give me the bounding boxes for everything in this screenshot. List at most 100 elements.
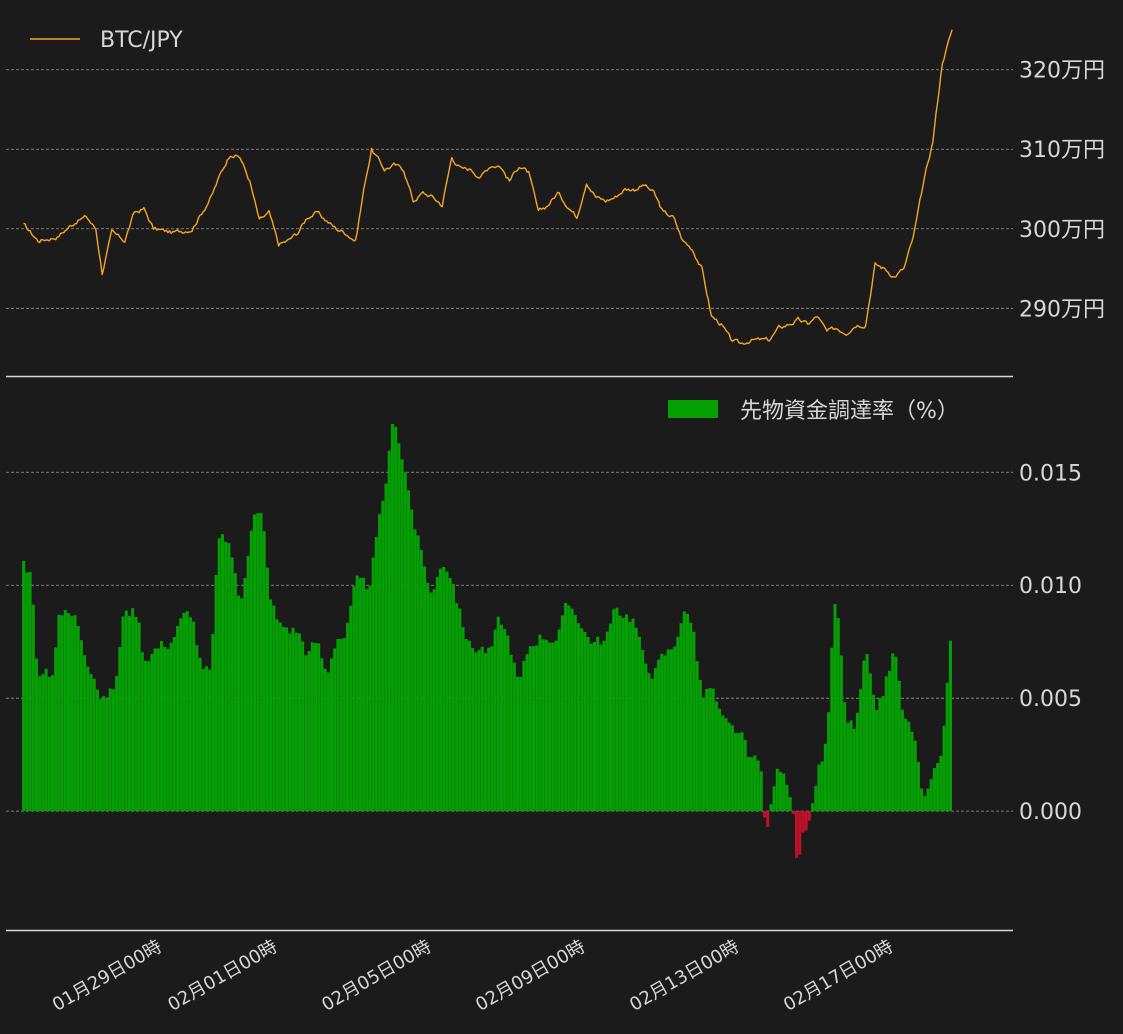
funding-rate-bar: [108, 688, 112, 812]
funding-rate-bar: [461, 627, 465, 812]
funding-rate-panel: 0.000 0.005 0.010 0.015 先物資金調達率（%）: [6, 399, 1082, 858]
funding-rate-bar: [236, 595, 241, 812]
funding-rate-bar: [387, 450, 391, 812]
funding-rate-bar: [288, 633, 292, 812]
funding-rate-bar: [230, 557, 234, 812]
funding-rate-bar: [778, 771, 783, 812]
funding-rate-bar: [67, 613, 71, 812]
funding-rate-bar: [111, 689, 115, 812]
funding-rate-bar: [525, 654, 529, 812]
funding-rate-bar: [127, 616, 131, 812]
funding-rate-bar: [185, 611, 189, 812]
funding-rate-bar: [791, 811, 795, 814]
funding-rate-bar: [673, 646, 677, 812]
funding-rate-bar: [233, 573, 237, 812]
funding-rate-bar: [557, 629, 561, 812]
funding-rate-bar: [823, 743, 827, 812]
funding-rate-bar: [942, 725, 946, 812]
funding-rate-bar: [464, 639, 468, 812]
funding-rate-bar: [378, 514, 382, 812]
funding-rate-bar: [753, 755, 757, 812]
funding-rate-bar: [888, 670, 892, 812]
funding-rate-bar: [477, 650, 481, 812]
funding-rate-bar: [766, 811, 770, 827]
funding-rate-bar: [756, 760, 760, 812]
funding-rate-bar: [875, 710, 879, 812]
funding-rate-bar: [22, 560, 26, 812]
funding-rate-bar: [294, 632, 298, 812]
funding-rate-bar: [406, 490, 411, 812]
funding-rate-bar: [817, 764, 821, 812]
funding-rate-bar: [137, 622, 141, 812]
funding-rate-bar: [73, 615, 77, 812]
funding-rate-bar: [644, 663, 648, 812]
funding-rate-bar: [134, 616, 138, 812]
funding-rate-bar: [445, 571, 449, 812]
funding-rate-bar: [124, 610, 128, 812]
funding-rate-bar: [679, 623, 683, 812]
funding-rate-bar: [538, 634, 542, 812]
funding-rate-bar: [439, 568, 443, 812]
funding-rate-bar: [256, 513, 260, 812]
funding-rate-bar: [150, 653, 154, 812]
funding-rate-bar: [570, 608, 574, 812]
funding-rate-bar: [541, 639, 545, 812]
funding-rate-bar: [76, 625, 80, 812]
x-tick-label: 02月13日00時: [626, 936, 743, 1016]
funding-rate-bar: [916, 762, 920, 812]
funding-rate-bar: [692, 631, 696, 812]
funding-rate-bar: [496, 616, 500, 812]
funding-rate-bar: [913, 740, 917, 812]
funding-rate-bar: [432, 589, 436, 812]
funding-rate-bar: [262, 531, 266, 812]
funding-rate-bar: [920, 788, 924, 812]
funding-rate-bar: [657, 659, 661, 812]
funding-rate-bar: [849, 720, 853, 812]
funding-rate-bar: [426, 582, 430, 812]
funding-rate-bar: [259, 512, 263, 812]
funding-rate-bar: [371, 557, 375, 812]
funding-rate-bar: [871, 694, 876, 812]
funding-rate-bar: [891, 653, 895, 812]
funding-rate-bar: [628, 622, 632, 812]
funding-rate-bar: [458, 608, 462, 812]
funding-rate-bar: [198, 657, 202, 812]
funding-rate-bar: [272, 605, 276, 812]
funding-rate-bar: [70, 616, 74, 812]
funding-rate-bar: [317, 643, 321, 812]
funding-rate-bar: [647, 673, 651, 812]
funding-rate-bars: [22, 423, 952, 858]
funding-rate-bar: [567, 605, 571, 812]
funding-rate-bar: [804, 811, 808, 831]
funding-rate-bar: [573, 614, 577, 812]
funding-rate-bar: [795, 811, 799, 858]
funding-rate-bar: [788, 797, 792, 812]
funding-rate-bar: [807, 811, 811, 821]
funding-rate-bar: [99, 699, 103, 812]
funding-rate-bar: [60, 615, 64, 812]
funding-rate-bar: [188, 617, 192, 812]
funding-rate-bar: [57, 614, 61, 812]
funding-rate-bar: [785, 784, 789, 812]
funding-rate-bar: [544, 639, 548, 812]
funding-rate-bar: [580, 628, 584, 812]
funding-rate-bar: [618, 615, 622, 812]
funding-rate-bar: [95, 689, 99, 812]
funding-rate-bar: [172, 636, 176, 812]
funding-rate-bar: [240, 598, 244, 812]
funding-rate-bar: [362, 577, 366, 812]
funding-rate-bar: [910, 731, 914, 812]
funding-rate-bar: [609, 623, 613, 812]
funding-rate-bar: [365, 589, 369, 812]
funding-rate-bar: [86, 666, 90, 812]
funding-rate-bar: [599, 644, 603, 812]
funding-rate-bar: [384, 483, 388, 812]
funding-rate-bar: [143, 660, 148, 812]
funding-rate-bar: [333, 648, 337, 812]
funding-rate-bar: [339, 638, 343, 812]
funding-rate-bar: [721, 715, 725, 812]
funding-rate-y-tick-label: 0.005: [1019, 687, 1082, 712]
funding-rate-bar: [326, 672, 330, 812]
funding-rate-bar: [160, 641, 164, 812]
funding-rate-bar: [862, 660, 866, 812]
